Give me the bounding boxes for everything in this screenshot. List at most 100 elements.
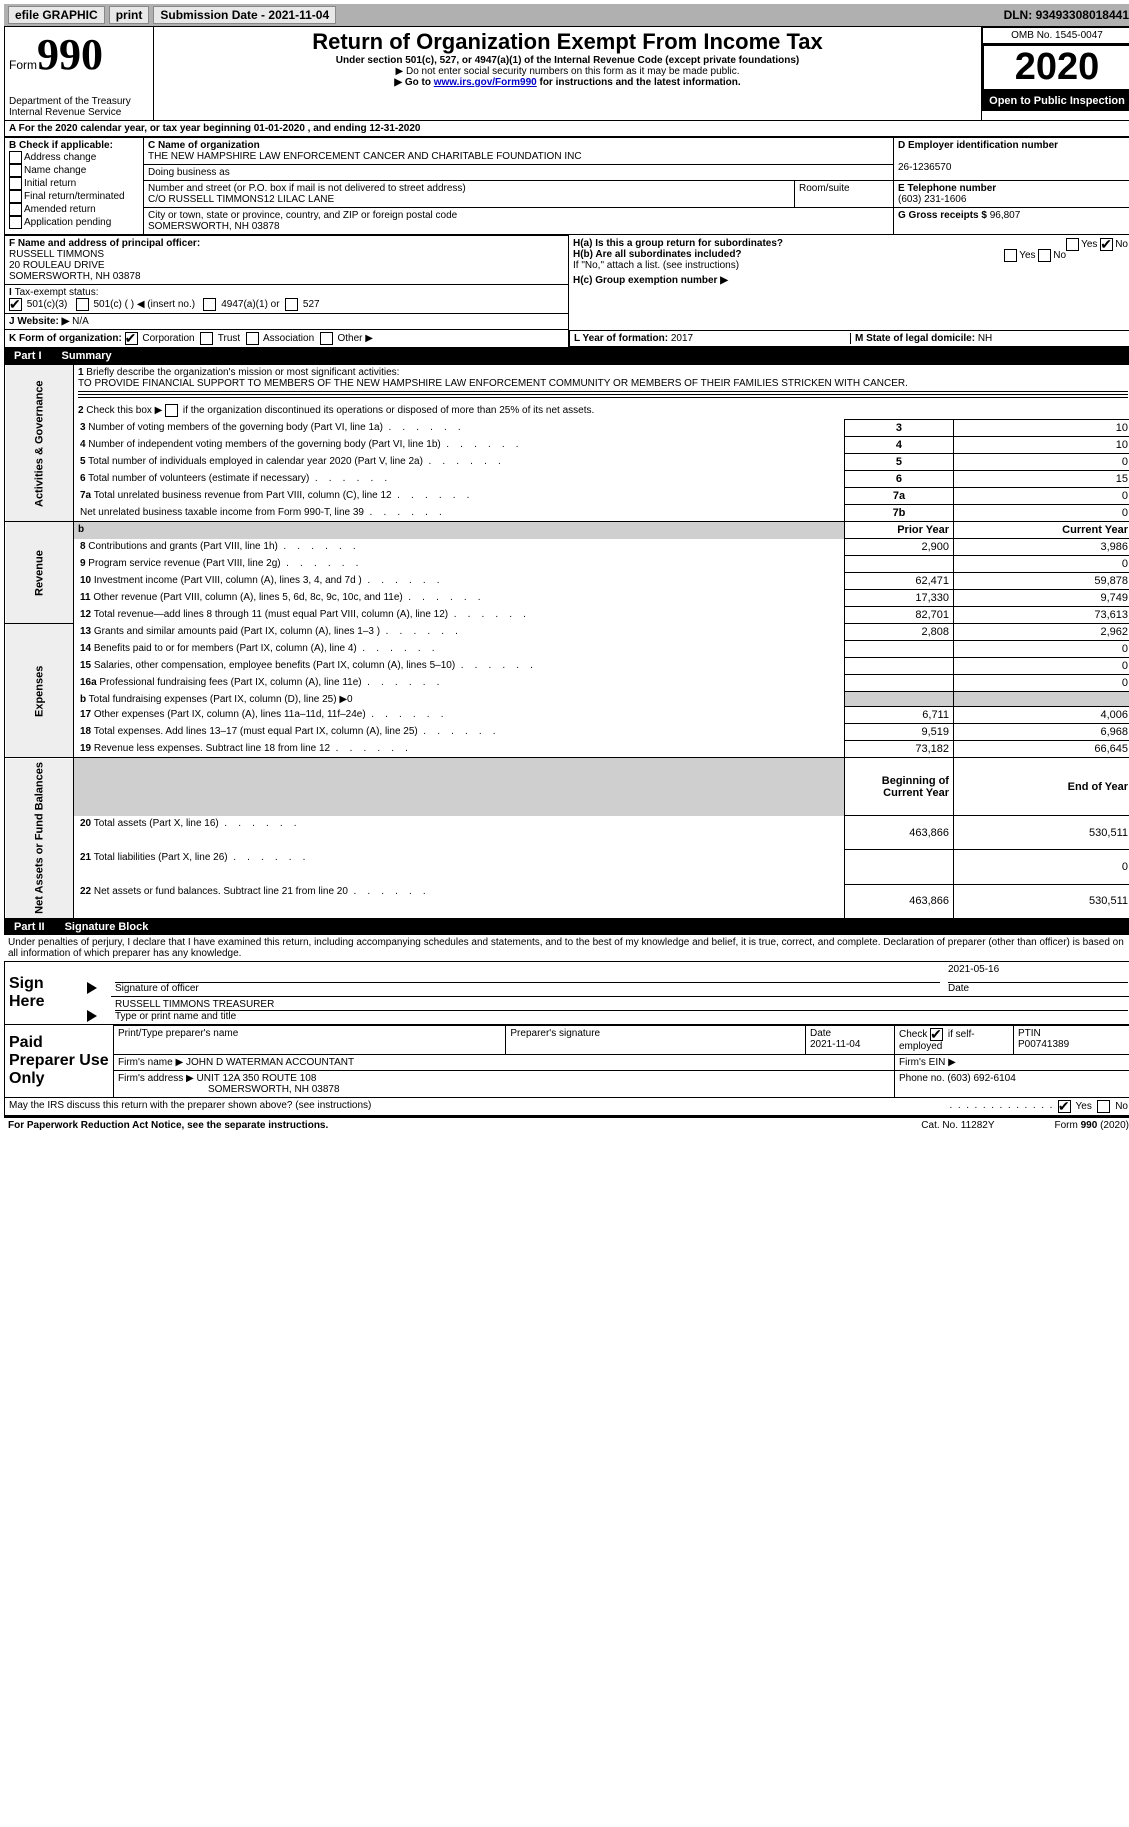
irs-link[interactable]: www.irs.gov/Form990 xyxy=(434,77,537,88)
page-title: Return of Organization Exempt From Incom… xyxy=(158,29,977,55)
tax-exempt-label: Tax-exempt status: xyxy=(15,287,99,298)
website-value: N/A xyxy=(72,316,89,327)
check-501c3[interactable] xyxy=(9,298,22,311)
org-name: THE NEW HAMPSHIRE LAW ENFORCEMENT CANCER… xyxy=(148,151,582,162)
part2-bar: Part II Signature Block xyxy=(4,919,1129,935)
dept-treasury: Department of the Treasury Internal Reve… xyxy=(9,96,149,118)
hb-yes[interactable] xyxy=(1004,249,1017,262)
omb-number: OMB No. 1545-0047 xyxy=(982,27,1129,44)
efile-button[interactable]: efile GRAPHIC xyxy=(8,6,105,24)
telephone: (603) 231-1606 xyxy=(898,194,966,205)
hb-no[interactable] xyxy=(1038,249,1051,262)
check-self-employed[interactable] xyxy=(930,1028,943,1041)
box-k-label: K Form of organization: xyxy=(9,333,122,344)
addr-label: Number and street (or P.O. box if mail i… xyxy=(148,183,466,194)
check-assoc[interactable] xyxy=(246,332,259,345)
check-501c[interactable] xyxy=(76,298,89,311)
gross-receipts: 96,807 xyxy=(990,210,1021,221)
state-domicile: NH xyxy=(978,333,992,344)
firm-addr2: SOMERSWORTH, NH 03878 xyxy=(208,1084,340,1095)
penalties-text: Under penalties of perjury, I declare th… xyxy=(4,935,1129,961)
sig-officer-label: Signature of officer xyxy=(115,983,199,994)
form-header: Form990 Department of the Treasury Inter… xyxy=(4,26,1129,121)
period-line-a: A For the 2020 calendar year, or tax yea… xyxy=(4,121,1129,137)
sig-date: 2021-05-16 xyxy=(948,964,1128,983)
year-formation: 2017 xyxy=(671,333,693,344)
tax-year: 2020 xyxy=(1015,46,1100,88)
subtitle: Under section 501(c), 527, or 4947(a)(1)… xyxy=(158,55,977,66)
ha-no[interactable] xyxy=(1100,238,1113,251)
box-g-label: G Gross receipts $ xyxy=(898,210,990,221)
dln: DLN: 93493308018441 xyxy=(1004,8,1129,22)
pp-date: 2021-11-04 xyxy=(810,1039,860,1050)
submission-date-button: Submission Date - 2021-11-04 xyxy=(153,6,336,24)
check-name-change[interactable] xyxy=(9,164,22,177)
pp-h2: Preparer's signature xyxy=(506,1025,806,1054)
arrow-icon xyxy=(87,982,97,994)
check-application-pending[interactable] xyxy=(9,216,22,229)
room-label: Room/suite xyxy=(799,183,850,194)
entity-info: B Check if applicable: Address change Na… xyxy=(4,137,1129,235)
arrow-icon xyxy=(87,1010,97,1022)
dba-label: Doing business as xyxy=(148,167,230,178)
website-label: Website: ▶ xyxy=(17,316,69,327)
box-f-label: F Name and address of principal officer: xyxy=(9,238,200,249)
discuss-yes[interactable] xyxy=(1058,1100,1071,1113)
pp-h1: Print/Type preparer's name xyxy=(114,1025,506,1054)
officer-name: RUSSELL TIMMONS xyxy=(9,249,104,260)
discuss-row: May the IRS discuss this return with the… xyxy=(4,1098,1129,1116)
check-trust[interactable] xyxy=(200,332,213,345)
open-to-public: Open to Public Inspection xyxy=(982,91,1129,111)
sign-here-block: Sign Here Signature of officer 2021-05-1… xyxy=(4,961,1129,1025)
city-label: City or town, state or province, country… xyxy=(148,210,457,221)
check-4947[interactable] xyxy=(203,298,216,311)
note-link: ▶ Go to www.irs.gov/Form990 for instruct… xyxy=(158,77,977,88)
submission-date-value: 2021-11-04 xyxy=(268,8,329,22)
ha-yes[interactable] xyxy=(1066,238,1079,251)
h-b: H(b) Are all subordinates included? xyxy=(573,249,742,260)
officer-addr2: SOMERSWORTH, NH 03878 xyxy=(9,271,141,282)
form-number: 990 xyxy=(37,30,103,79)
firm-ein-label: Firm's EIN ▶ xyxy=(899,1057,956,1068)
firm-phone: (603) 692-6104 xyxy=(947,1073,1015,1084)
city-value: SOMERSWORTH, NH 03878 xyxy=(148,221,280,232)
officer-typed-name: RUSSELL TIMMONS TREASURER xyxy=(115,999,1128,1011)
financial-table: Activities & Governance 1 Briefly descri… xyxy=(4,364,1129,919)
submission-date-label: Submission Date - xyxy=(160,8,268,22)
box-e-label: E Telephone number xyxy=(898,183,996,194)
page-footer: For Paperwork Reduction Act Notice, see … xyxy=(4,1116,1129,1133)
pra-notice: For Paperwork Reduction Act Notice, see … xyxy=(8,1120,328,1131)
ein-value: 26-1236570 xyxy=(898,162,951,173)
officer-addr1: 20 ROULEAU DRIVE xyxy=(9,260,105,271)
check-address-change[interactable] xyxy=(9,151,22,164)
date-label: Date xyxy=(948,983,969,994)
h-c: H(c) Group exemption number ▶ xyxy=(573,275,728,286)
box-c-name-label: C Name of organization xyxy=(148,140,260,151)
part1-bar: Part I Summary xyxy=(4,348,1129,364)
check-amended-return[interactable] xyxy=(9,203,22,216)
type-name-label: Type or print name and title xyxy=(115,1011,236,1022)
paid-preparer-label: Paid Preparer Use Only xyxy=(5,1025,114,1097)
hb-note: If "No," attach a list. (see instruction… xyxy=(573,260,739,271)
form-label: Form xyxy=(9,58,37,72)
cat-no: Cat. No. 11282Y xyxy=(921,1120,994,1131)
check-527[interactable] xyxy=(285,298,298,311)
box-d-label: D Employer identification number xyxy=(898,140,1058,151)
check-final-return[interactable] xyxy=(9,190,22,203)
sign-here-label: Sign Here xyxy=(5,961,84,1024)
firm-name: JOHN D WATERMAN ACCOUNTANT xyxy=(186,1057,354,1068)
officer-status-block: F Name and address of principal officer:… xyxy=(4,235,1129,348)
check-corp[interactable] xyxy=(125,332,138,345)
street-address: C/O RUSSELL TIMMONS12 LILAC LANE xyxy=(148,194,334,205)
check-initial-return[interactable] xyxy=(9,177,22,190)
firm-addr1: UNIT 12A 350 ROUTE 108 xyxy=(197,1073,317,1084)
top-toolbar: efile GRAPHIC print Submission Date - 20… xyxy=(4,4,1129,26)
check-other[interactable] xyxy=(320,332,333,345)
discuss-no[interactable] xyxy=(1097,1100,1110,1113)
form-footer-label: Form 990 (2020) xyxy=(1055,1120,1129,1131)
note-ssn: ▶ Do not enter social security numbers o… xyxy=(158,66,977,77)
box-b-label: B Check if applicable: xyxy=(9,140,113,151)
print-button[interactable]: print xyxy=(109,6,150,24)
ptin: P00741389 xyxy=(1018,1039,1069,1050)
paid-preparer-block: Paid Preparer Use Only Print/Type prepar… xyxy=(4,1025,1129,1098)
